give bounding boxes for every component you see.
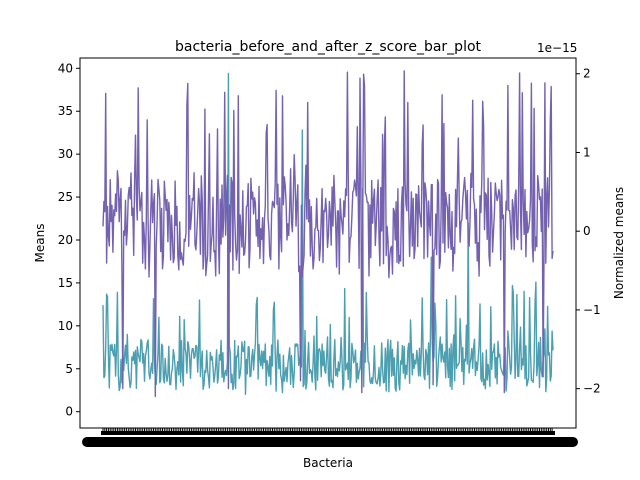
right-y-tick-label: 2 <box>583 67 591 81</box>
x-axis-label: Bacteria <box>303 456 353 470</box>
right-y-tick-label: 1 <box>583 145 591 159</box>
left-y-tick-label: 15 <box>58 276 73 290</box>
x-tick-label-band <box>82 437 578 447</box>
left-y-tick-label: 30 <box>58 147 73 161</box>
right-y-tick-label: −1 <box>583 303 601 317</box>
right-axis-offset-text: 1e−15 <box>537 41 577 55</box>
right-y-tick-label: 0 <box>583 224 591 238</box>
left-y-tick-label: 20 <box>58 233 73 247</box>
left-y-tick-label: 0 <box>65 405 73 419</box>
left-y-tick-label: 10 <box>58 319 73 333</box>
right-y-tick-label: −2 <box>583 382 601 396</box>
chart-title: bacteria_before_and_after_z_score_bar_pl… <box>175 39 482 55</box>
x-tick-label-band <box>101 431 555 435</box>
left-y-tick-label: 35 <box>58 104 73 118</box>
left-y-tick-label: 40 <box>58 61 73 75</box>
left-y-axis-label: Means <box>33 224 47 263</box>
right-y-axis-label: Normalized means <box>612 187 626 299</box>
left-y-tick-label: 25 <box>58 190 73 204</box>
left-y-tick-label: 5 <box>65 362 73 376</box>
